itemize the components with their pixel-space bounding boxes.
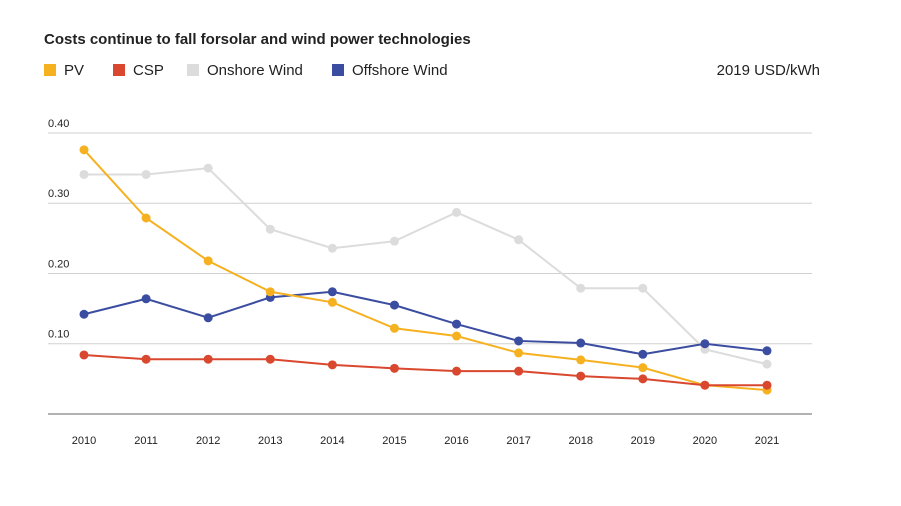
- data-point: [514, 336, 524, 346]
- data-point: [265, 354, 275, 364]
- data-point: [700, 380, 710, 390]
- data-point: [265, 287, 275, 297]
- legend-swatch: [44, 64, 56, 76]
- chart-title: Costs continue to fall forsolar and wind…: [44, 31, 471, 48]
- legend-label: CSP: [133, 62, 164, 79]
- data-point: [452, 331, 462, 341]
- series-line: [83, 353, 767, 387]
- legend-swatch: [332, 64, 344, 76]
- data-point: [514, 235, 524, 245]
- x-tick-label: 2019: [631, 435, 655, 447]
- data-point: [452, 366, 462, 376]
- data-point: [141, 354, 151, 364]
- series-line: [83, 290, 768, 356]
- data-point: [327, 243, 337, 253]
- data-point: [762, 346, 772, 356]
- data-point: [203, 256, 213, 266]
- data-point: [700, 339, 710, 349]
- data-point: [79, 145, 89, 155]
- x-tick-label: 2014: [320, 435, 344, 447]
- x-tick-label: 2017: [506, 435, 530, 447]
- data-point: [327, 297, 337, 307]
- data-point: [452, 319, 462, 329]
- x-tick-label: 2020: [693, 435, 717, 447]
- y-tick-label: 0.30: [48, 188, 69, 200]
- y-tick-label: 0.10: [48, 329, 69, 341]
- data-point: [638, 283, 648, 293]
- data-point: [327, 360, 337, 370]
- data-point: [762, 359, 772, 369]
- legend-label: PV: [64, 62, 84, 79]
- data-point: [762, 380, 772, 390]
- data-point: [327, 287, 337, 297]
- data-point: [265, 224, 275, 234]
- data-point: [203, 313, 213, 323]
- data-point: [203, 354, 213, 364]
- x-tick-label: 2010: [72, 435, 96, 447]
- legend-label: Offshore Wind: [352, 62, 448, 79]
- data-point: [514, 348, 524, 358]
- data-point: [576, 355, 586, 365]
- data-point: [389, 363, 399, 373]
- series-line: [83, 149, 768, 392]
- data-point: [79, 169, 89, 179]
- data-point: [79, 350, 89, 360]
- data-point: [389, 323, 399, 333]
- data-point: [514, 366, 524, 376]
- data-point: [638, 374, 648, 384]
- data-point: [452, 207, 462, 217]
- x-tick-label: 2018: [568, 435, 592, 447]
- data-point: [389, 300, 399, 310]
- data-point: [576, 283, 586, 293]
- data-point: [576, 338, 586, 348]
- legend-swatch: [187, 64, 199, 76]
- x-tick-label: 2012: [196, 435, 220, 447]
- y-tick-label: 0.40: [48, 118, 69, 130]
- unit-label: 2019 USD/kWh: [717, 62, 820, 79]
- y-tick-label: 0.20: [48, 258, 69, 270]
- data-point: [638, 349, 648, 359]
- x-tick-label: 2015: [382, 435, 406, 447]
- data-point: [203, 163, 213, 173]
- data-point: [389, 236, 399, 246]
- legend-label: Onshore Wind: [207, 62, 303, 79]
- data-point: [141, 294, 151, 304]
- data-point: [141, 169, 151, 179]
- data-point: [141, 213, 151, 223]
- data-point: [576, 371, 586, 381]
- x-tick-label: 2011: [134, 435, 158, 447]
- series-line: [84, 167, 768, 366]
- x-tick-label: 2013: [258, 435, 282, 447]
- data-point: [79, 309, 89, 319]
- data-point: [638, 363, 648, 373]
- legend-swatch: [113, 64, 125, 76]
- x-tick-label: 2021: [755, 435, 779, 447]
- x-tick-label: 2016: [444, 435, 468, 447]
